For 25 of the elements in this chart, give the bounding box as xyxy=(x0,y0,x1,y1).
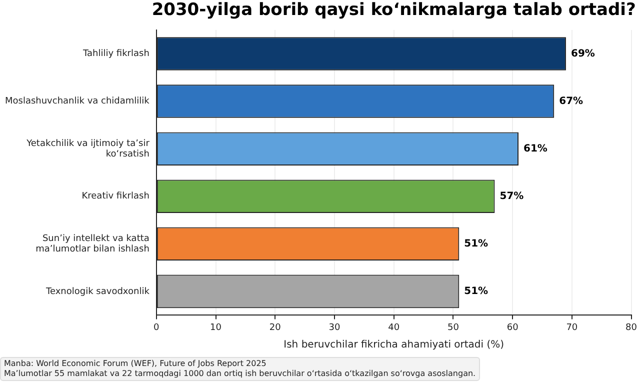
y-tick-label: Yetakchilik va ijtimoiy ta’sir ko‘rsatish xyxy=(26,138,150,160)
data-label: 67% xyxy=(559,96,584,107)
x-tick-label: 10 xyxy=(210,322,222,333)
y-tick-label: Moslashuvchanlik va chidamlilik xyxy=(4,96,150,107)
x-tick-label: 60 xyxy=(506,322,519,333)
chart-title: 2030-yilga borib qaysi koʻnikmalarga talab ortadi? xyxy=(152,0,636,20)
x-axis-title: Ish beruvchilar fikricha ahamiyati ortadi (%) xyxy=(284,340,504,351)
data-label: 57% xyxy=(500,190,524,202)
y-tick-label: Tahliliy fikrlash xyxy=(82,49,150,60)
data-label: 69% xyxy=(570,48,595,60)
x-tick-label: 50 xyxy=(447,322,460,333)
text: Manba: World Economic Forum (WEF), Future of Jobs Report 2025 xyxy=(4,359,268,369)
x-tick-label: 40 xyxy=(388,322,400,333)
data-label: 61% xyxy=(523,143,548,154)
data-label: 51% xyxy=(464,238,488,250)
data-label: 51% xyxy=(464,286,488,298)
y-tick-label: Kreativ fikrlash xyxy=(82,192,150,202)
text: Ma’lumotlar 55 mamlakat va 22 tarmoqdagi 1000 dan ortiq ish beruvchilar o‘rtasida o‘tkazilgan so‘rovga asoslangan. xyxy=(4,369,476,379)
x-tick-label: 0 xyxy=(154,322,160,333)
x-tick-label: 70 xyxy=(566,322,578,333)
x-tick-label: 30 xyxy=(328,322,340,333)
x-tick-label: 80 xyxy=(626,322,638,333)
x-tick-label: 20 xyxy=(269,322,282,333)
y-tick-label: Sun’iy intellekt va katta ma’lumotlar bilan ishlash xyxy=(36,234,150,255)
y-tick-label: Texnologik savodxonlik xyxy=(45,286,150,297)
